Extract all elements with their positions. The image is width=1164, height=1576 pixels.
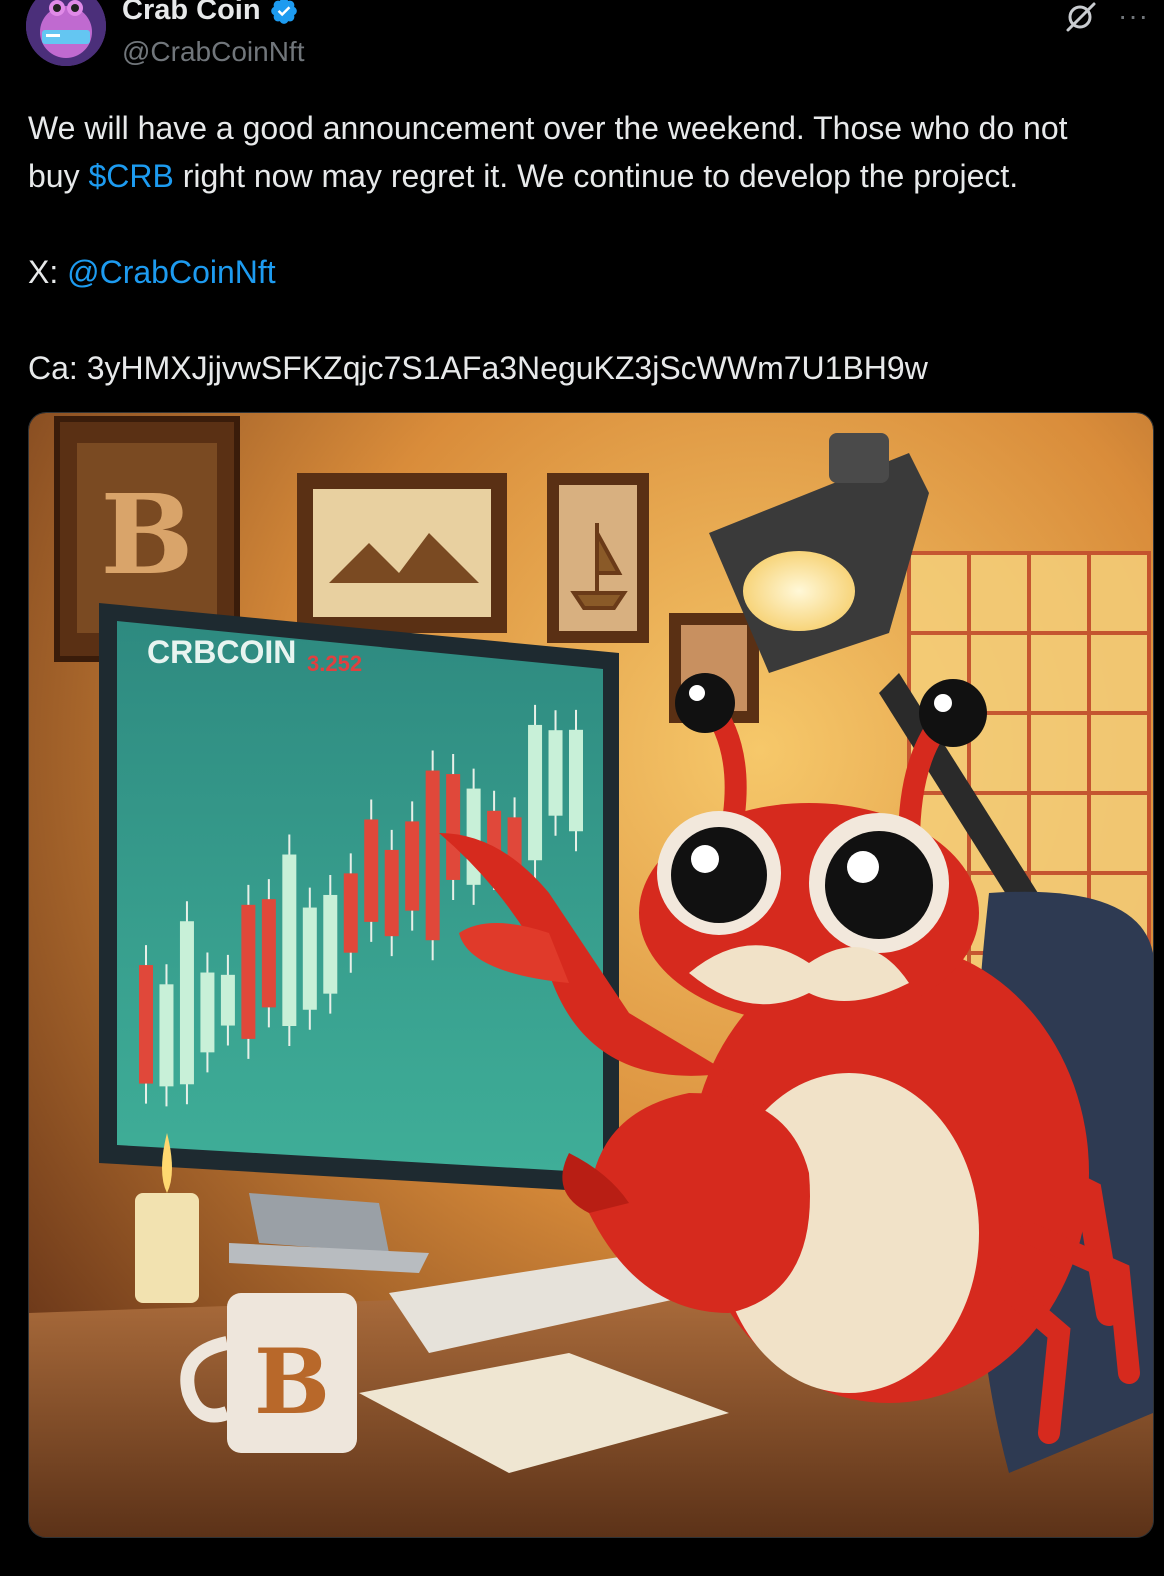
author-display-name[interactable]: Crab Coin [122, 0, 261, 26]
landscape-frame [297, 473, 507, 633]
candle-body [200, 972, 215, 1053]
x-label: X: [28, 254, 68, 290]
screen-title: CRBCOIN [147, 634, 296, 670]
contract-address: 3yHMXJjjvwSFKZqjc7S1AFa3NeguKZ3jScWWm7U1… [86, 350, 928, 386]
candle-body [302, 907, 317, 1010]
tweet-image[interactable]: B CRBCOIN 3.252 [28, 412, 1154, 1538]
avatar[interactable] [26, 0, 106, 66]
candle-body [364, 819, 379, 922]
crab-trader-illustration: B CRBCOIN 3.252 [29, 413, 1153, 1537]
tweet-line-2-prefix: buy [28, 158, 89, 194]
candle-body [528, 724, 543, 861]
crab-character [439, 673, 1140, 1444]
candle-body [384, 849, 399, 937]
frame-logo: B [101, 470, 194, 599]
monitor: CRBCOIN 3.252 [99, 603, 619, 1273]
candle-body [446, 774, 461, 880]
ca-label: Ca: [28, 350, 87, 386]
candle-body [139, 965, 153, 1084]
ship-frame [547, 473, 649, 643]
author-handle[interactable]: @CrabCoinNft [122, 36, 305, 67]
candle-body [179, 921, 194, 1085]
crab-avatar-icon [26, 0, 106, 66]
bitcoin-mug: B [180, 1293, 357, 1453]
candle-body [261, 899, 276, 1008]
more-options-button[interactable]: ··· [1118, 0, 1149, 31]
candle-body [425, 770, 440, 941]
mug-logo: B [254, 1329, 330, 1435]
author-name-row: Crab Coin [122, 0, 299, 27]
candle-body [159, 984, 174, 1087]
candle-body [405, 821, 420, 911]
candle-body [220, 974, 235, 1026]
tweet-text: We will have a good announcement over th… [28, 104, 1158, 392]
candle-body [343, 873, 358, 953]
verified-badge-icon [270, 0, 297, 24]
candle-body [507, 817, 522, 870]
candlestick-chart [139, 704, 583, 1107]
paper [359, 1353, 729, 1473]
candle-body [323, 894, 338, 994]
mention-link[interactable]: @CrabCoinNft [67, 254, 276, 290]
screen-price: 3.252 [307, 651, 362, 676]
candle-body [548, 730, 563, 816]
tweet-line-1: We will have a good announcement over th… [28, 110, 1068, 146]
tweet-line-2-suffix: right now may regret it. We continue to … [173, 158, 1019, 194]
grok-icon[interactable] [1064, 0, 1098, 34]
candle-body [282, 854, 297, 1026]
cashtag-link[interactable]: $CRB [88, 158, 174, 194]
candle [135, 1133, 199, 1303]
candle-body [569, 729, 583, 832]
candle-body [241, 904, 256, 1039]
